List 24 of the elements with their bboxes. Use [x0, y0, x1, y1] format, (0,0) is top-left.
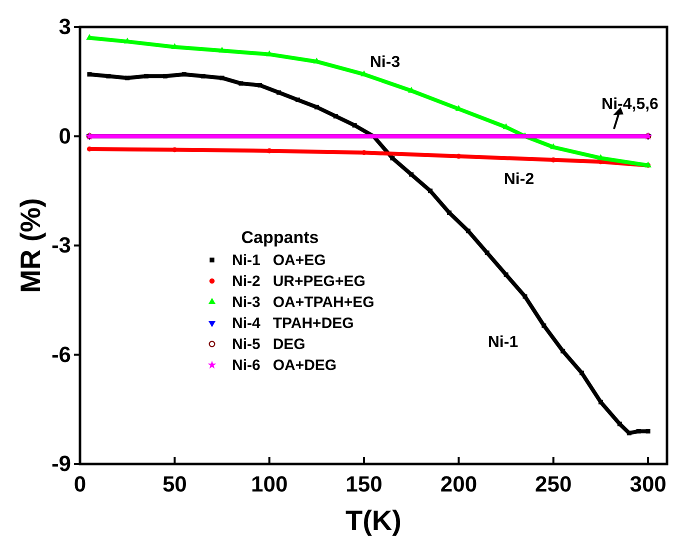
x-tick-label: 200	[440, 472, 478, 497]
x-tick-label: 100	[250, 472, 288, 497]
annotation: Ni-2	[504, 171, 534, 188]
y-tick-label: -6	[51, 342, 71, 367]
y-tick-label: -3	[51, 232, 71, 258]
legend-label: Ni-1 OA+EG	[232, 252, 326, 269]
annotation: Ni-3	[370, 54, 400, 71]
legend-label: Ni-2 UR+PEG+EG	[232, 273, 366, 290]
legend-title: Cappants	[241, 228, 319, 247]
annotation: Ni-1	[488, 334, 518, 351]
y-axis-title: MR (%)	[15, 198, 46, 293]
x-tick-label: 300	[630, 472, 666, 497]
annotation: Ni-4,5,6	[602, 96, 659, 113]
legend-label: Ni-3 OA+TPAH+EG	[232, 294, 374, 311]
y-tick-label: 3	[58, 14, 71, 40]
legend-label: Ni-4 TPAH+DEG	[232, 315, 354, 332]
x-tick-label: 50	[162, 472, 187, 497]
x-axis-title: T(K)	[346, 505, 402, 536]
x-tick-label: 250	[535, 472, 572, 497]
legend-label: Ni-5 DEG	[232, 336, 306, 353]
y-tick-label: 0	[58, 123, 71, 148]
legend-label: Ni-6 OA+DEG	[232, 357, 337, 374]
x-tick-label: 150	[346, 472, 382, 497]
y-tick-label: -9	[51, 451, 71, 476]
